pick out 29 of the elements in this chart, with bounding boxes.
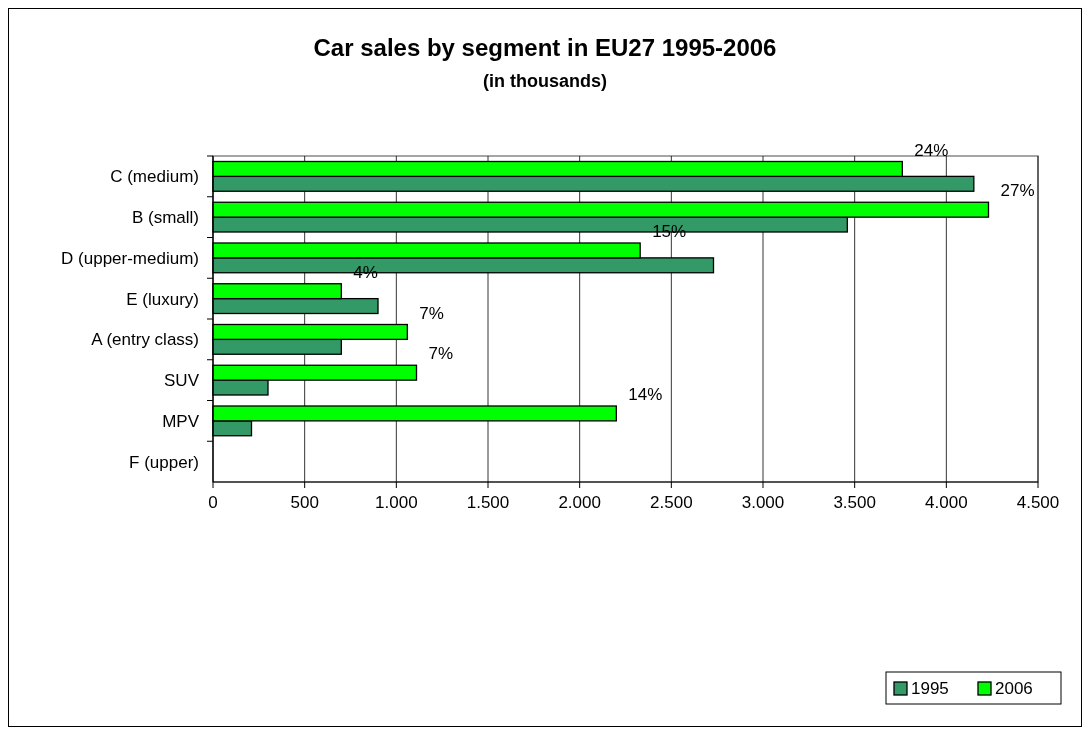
- x-tick-label: 2.500: [650, 493, 693, 512]
- x-tick-label: 3.000: [741, 493, 785, 512]
- annotation: 7%: [419, 303, 444, 323]
- y-tick-label: E (luxury): [126, 289, 199, 309]
- annotation: 7%: [428, 344, 454, 364]
- legend-label: 1995: [911, 679, 949, 698]
- chart-title: Car sales by segment in EU27 1995-2006: [313, 34, 777, 61]
- y-tick-label: SUV: [164, 371, 200, 391]
- x-tick-label: 2.000: [558, 493, 601, 512]
- annotation: 4%: [353, 262, 378, 282]
- y-tick-label: A (entry class): [91, 330, 199, 350]
- annotation: 14%: [628, 385, 663, 404]
- x-tick-label: 1.000: [375, 493, 418, 512]
- x-tick-label: 3.500: [833, 493, 876, 512]
- y-tick-label: C (medium): [110, 167, 199, 187]
- x-tick-label: 4.500: [1016, 493, 1060, 512]
- y-tick-label: D (upper-medium): [61, 248, 199, 268]
- x-tick-label: 500: [290, 493, 319, 512]
- y-tick-label: MPV: [162, 411, 200, 431]
- y-tick-label: B (small): [131, 208, 199, 228]
- x-tick-label: 0: [208, 493, 218, 512]
- x-tick-label: 1.500: [466, 493, 510, 512]
- annotation: 15%: [652, 222, 687, 241]
- chart-subtitle: (in thousands): [483, 71, 607, 91]
- annotation: 27%: [1000, 181, 1035, 201]
- x-tick-label: 4.000: [925, 493, 968, 512]
- y-tick-label: F (upper): [129, 452, 199, 472]
- annotation: 24%: [914, 140, 949, 160]
- legend-label: 2006: [995, 679, 1033, 698]
